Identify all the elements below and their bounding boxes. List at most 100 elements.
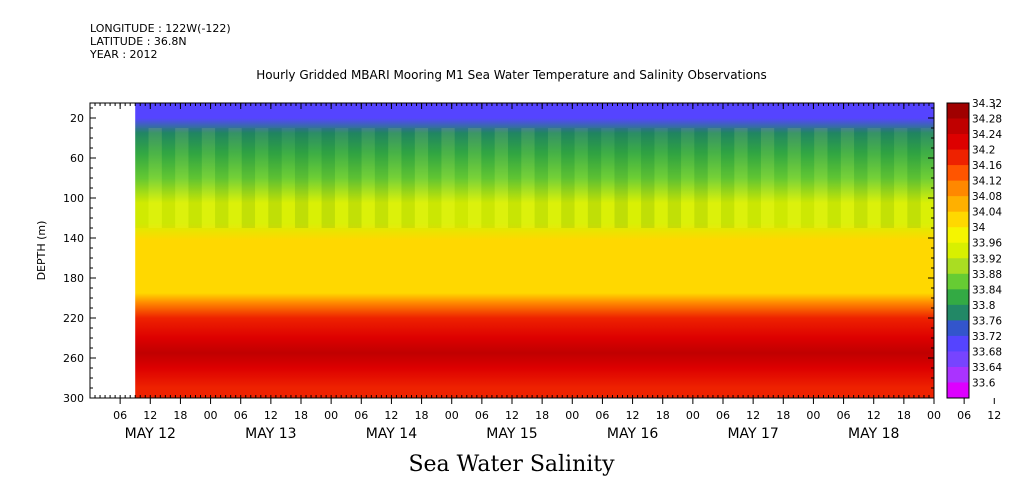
chart-title: Hourly Gridded MBARI Mooring M1 Sea Wate…	[256, 68, 767, 82]
colorbar-swatch	[947, 366, 969, 383]
field-variation	[840, 128, 855, 228]
plot-area	[135, 103, 934, 398]
y-tick-label: 180	[63, 272, 84, 285]
field-variation	[627, 128, 642, 228]
field-variation	[148, 128, 162, 228]
x-hour-label: 12	[384, 409, 398, 422]
field-variation	[361, 128, 375, 228]
x-hour-label: 18	[173, 409, 187, 422]
longitude-label: LONGITUDE : 122W(-122)	[90, 22, 231, 35]
field-variation	[294, 128, 309, 228]
colorbar-swatch	[947, 211, 969, 228]
x-hour-label: 00	[445, 409, 459, 422]
field-variation	[681, 128, 695, 228]
colorbar-frame	[946, 102, 970, 399]
colorbar-swatch	[947, 165, 969, 182]
axes: 06 12 18 00 06 12 18 00 06 12 18 00 06 12 18 00 06 12 18 00…	[35, 102, 1001, 442]
x-hour-label: 06	[113, 409, 127, 422]
field-variation	[334, 128, 349, 228]
field-variation	[854, 128, 868, 228]
field-variation	[707, 128, 721, 228]
colorbar-swatch	[947, 242, 969, 259]
x-hour-label: 18	[656, 409, 670, 422]
x-hour-label: 18	[897, 409, 911, 422]
colorbar-swatch	[947, 196, 969, 213]
colorbar-label: 34.2	[972, 145, 995, 157]
field-variation	[507, 128, 522, 228]
colorbar-swatch	[947, 227, 969, 244]
field-variation	[787, 128, 801, 228]
field-variation	[521, 128, 535, 228]
field-variation	[414, 128, 429, 228]
field-variation	[641, 128, 655, 228]
x-hour-label: 12	[746, 409, 760, 422]
y-tick-label: 220	[63, 312, 84, 325]
field-variation	[694, 128, 708, 228]
field-variation	[481, 128, 495, 228]
field-variation	[228, 128, 242, 228]
x-hour-label: 00	[324, 409, 338, 422]
field-variation	[281, 128, 295, 228]
colorbar-swatch	[947, 335, 969, 352]
field-variation	[800, 128, 815, 228]
colorbar-swatch	[947, 149, 969, 166]
field-variation	[561, 128, 575, 228]
x-day-label: MAY 17	[727, 426, 778, 442]
field-variation	[880, 128, 895, 228]
field-variation	[255, 128, 269, 228]
field-variation	[401, 128, 415, 228]
x-hour-label: 18	[415, 409, 429, 422]
x-hour-label: 12	[987, 409, 1001, 422]
x-hour-label: 18	[294, 409, 308, 422]
y-tick-label: 300	[63, 392, 84, 405]
x-hour-label: 12	[264, 409, 278, 422]
field-variation	[614, 128, 628, 228]
x-hour-label: 12	[626, 409, 640, 422]
field-variation	[601, 128, 615, 228]
field-variation	[827, 128, 841, 228]
field-variation	[348, 128, 362, 228]
field-variation	[268, 128, 282, 228]
x-hour-label: 18	[776, 409, 790, 422]
field-variation	[188, 128, 202, 228]
colorbar-swatch	[947, 103, 969, 120]
colorbar-swatch	[947, 320, 969, 337]
field-variation	[321, 128, 335, 228]
x-hour-label: 00	[686, 409, 700, 422]
colorbar-swatch	[947, 289, 969, 306]
field-variation	[734, 128, 748, 228]
field-variation	[241, 128, 256, 228]
colorbar: 34.32 34.28 34.24 34.2 34.16 34.12 34.08 34.04 3…	[946, 98, 1002, 399]
field-variation	[161, 128, 176, 228]
field-variation	[894, 128, 908, 228]
colorbar-label: 33.64	[972, 362, 1002, 374]
field-variation	[441, 128, 455, 228]
field-variation	[428, 128, 442, 228]
field-variation	[587, 128, 602, 228]
colorbar-swatch	[947, 134, 969, 151]
field-variation	[747, 128, 761, 228]
x-hour-label: 12	[867, 409, 881, 422]
field-variation	[720, 128, 735, 228]
y-tick-label: 140	[63, 232, 84, 245]
field-variation	[907, 128, 921, 228]
colorbar-label: 34.28	[972, 114, 1002, 126]
colorbar-swatch	[947, 258, 969, 275]
colorbar-label: 34	[972, 222, 986, 234]
x-hour-label: 06	[716, 409, 730, 422]
field-variation	[574, 128, 588, 228]
field-variation	[867, 128, 881, 228]
x-hour-label: 06	[475, 409, 489, 422]
x-hour-label: 12	[143, 409, 157, 422]
colorbar-label: 34.04	[972, 207, 1002, 219]
x-day-label: MAY 12	[125, 426, 176, 442]
colorbar-label: 34.08	[972, 191, 1002, 203]
y-tick-label: 260	[63, 352, 84, 365]
colorbar-label: 33.76	[972, 315, 1002, 327]
year-label: YEAR : 2012	[90, 48, 158, 61]
field-variation	[534, 128, 548, 228]
salinity-field	[135, 103, 934, 398]
colorbar-label: 34.24	[972, 129, 1002, 141]
field-variation	[388, 128, 402, 228]
x-hour-label: 06	[354, 409, 368, 422]
